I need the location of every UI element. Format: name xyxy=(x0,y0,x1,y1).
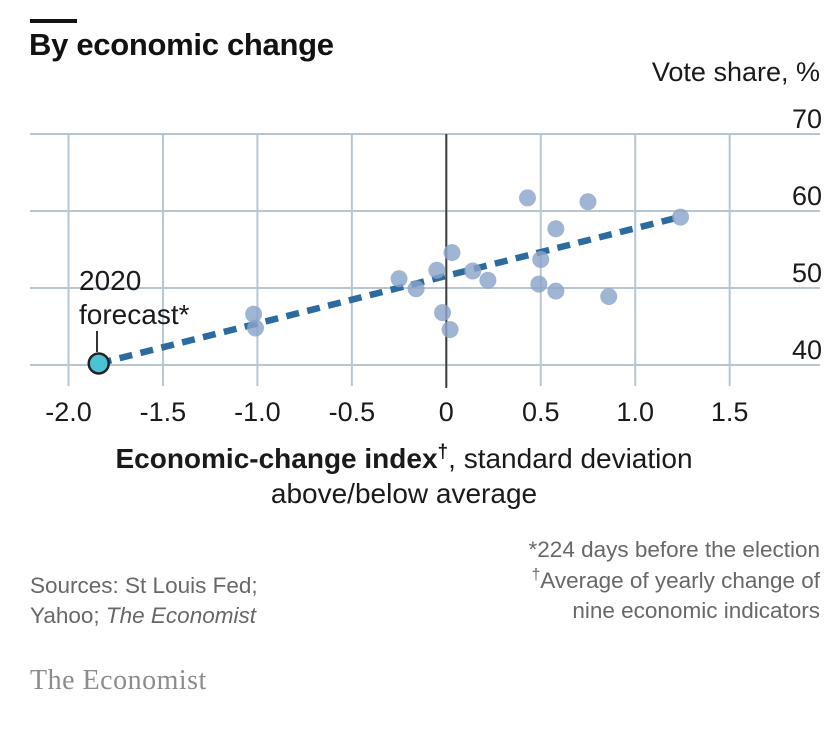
sources-line2: Yahoo; The Economist xyxy=(30,601,258,631)
x-tick-label: 0.5 xyxy=(522,397,560,427)
economist-tick-line xyxy=(30,19,77,23)
election-dot xyxy=(530,275,548,293)
election-dot xyxy=(407,280,425,298)
x-axis-title-rest: , standard deviation xyxy=(448,443,693,474)
election-dot xyxy=(479,271,497,289)
x-axis-title: Economic-change index†, standard deviati… xyxy=(30,441,778,511)
election-dot xyxy=(547,220,565,238)
y-tick-label: 50 xyxy=(792,258,822,288)
x-tick-label: -2.0 xyxy=(45,397,92,427)
sources-line2-publication: The Economist xyxy=(105,603,256,628)
election-dot xyxy=(434,304,452,322)
trend-line xyxy=(97,213,684,367)
forecast-annotation-line: forecast* xyxy=(79,299,190,330)
election-dot xyxy=(441,321,459,339)
election-dot xyxy=(600,287,618,305)
x-tick-label: 0 xyxy=(439,397,454,427)
forecast-dot xyxy=(87,352,110,375)
footnote-dagger-symbol: † xyxy=(531,566,541,583)
y-tick-label: 60 xyxy=(792,181,822,211)
x-tick-label: 1.0 xyxy=(616,397,654,427)
footnote-dagger-line2: nine economic indicators xyxy=(572,598,820,623)
election-dot xyxy=(443,244,461,262)
dagger-symbol: † xyxy=(437,441,449,463)
footnote-dagger-text: Average of yearly change of xyxy=(540,567,820,593)
x-axis-title-bold: Economic-change index xyxy=(115,443,438,474)
x-tick-label: 1.5 xyxy=(711,397,749,427)
election-dot xyxy=(464,262,482,280)
x-axis-title-line2: above/below average xyxy=(270,478,538,509)
election-dot xyxy=(247,319,265,337)
election-dot xyxy=(672,208,690,226)
election-dot xyxy=(579,193,597,211)
sources-note: Sources: St Louis Fed; Yahoo; The Econom… xyxy=(30,571,258,631)
sources-line2-prefix: Yahoo; xyxy=(30,603,106,628)
x-tick-label: -1.0 xyxy=(234,397,281,427)
footnote-asterisk: *224 days before the election xyxy=(528,537,820,562)
x-axis-title-line1: Economic-change index†, standard deviati… xyxy=(30,441,778,476)
election-dot xyxy=(532,251,550,269)
election-dot xyxy=(390,270,408,288)
chart-title: By economic change xyxy=(29,27,334,62)
election-dot xyxy=(245,305,263,323)
footnote-dagger: †Average of yearly change of xyxy=(529,566,820,597)
y-axis-unit-label: Vote share, % xyxy=(651,57,820,87)
forecast-annotation-line: 2020 xyxy=(79,265,141,296)
footnotes: *224 days before the election †Average o… xyxy=(529,535,820,627)
x-tick-label: -0.5 xyxy=(329,397,376,427)
x-tick-label: -1.5 xyxy=(140,397,187,427)
election-dot xyxy=(519,189,537,207)
sources-line1: Sources: St Louis Fed; xyxy=(30,573,258,598)
election-dot xyxy=(428,261,446,279)
election-dot xyxy=(547,282,565,300)
economist-logo: The Economist xyxy=(30,665,207,696)
y-tick-label: 40 xyxy=(792,335,822,365)
y-tick-label: 70 xyxy=(792,104,822,134)
